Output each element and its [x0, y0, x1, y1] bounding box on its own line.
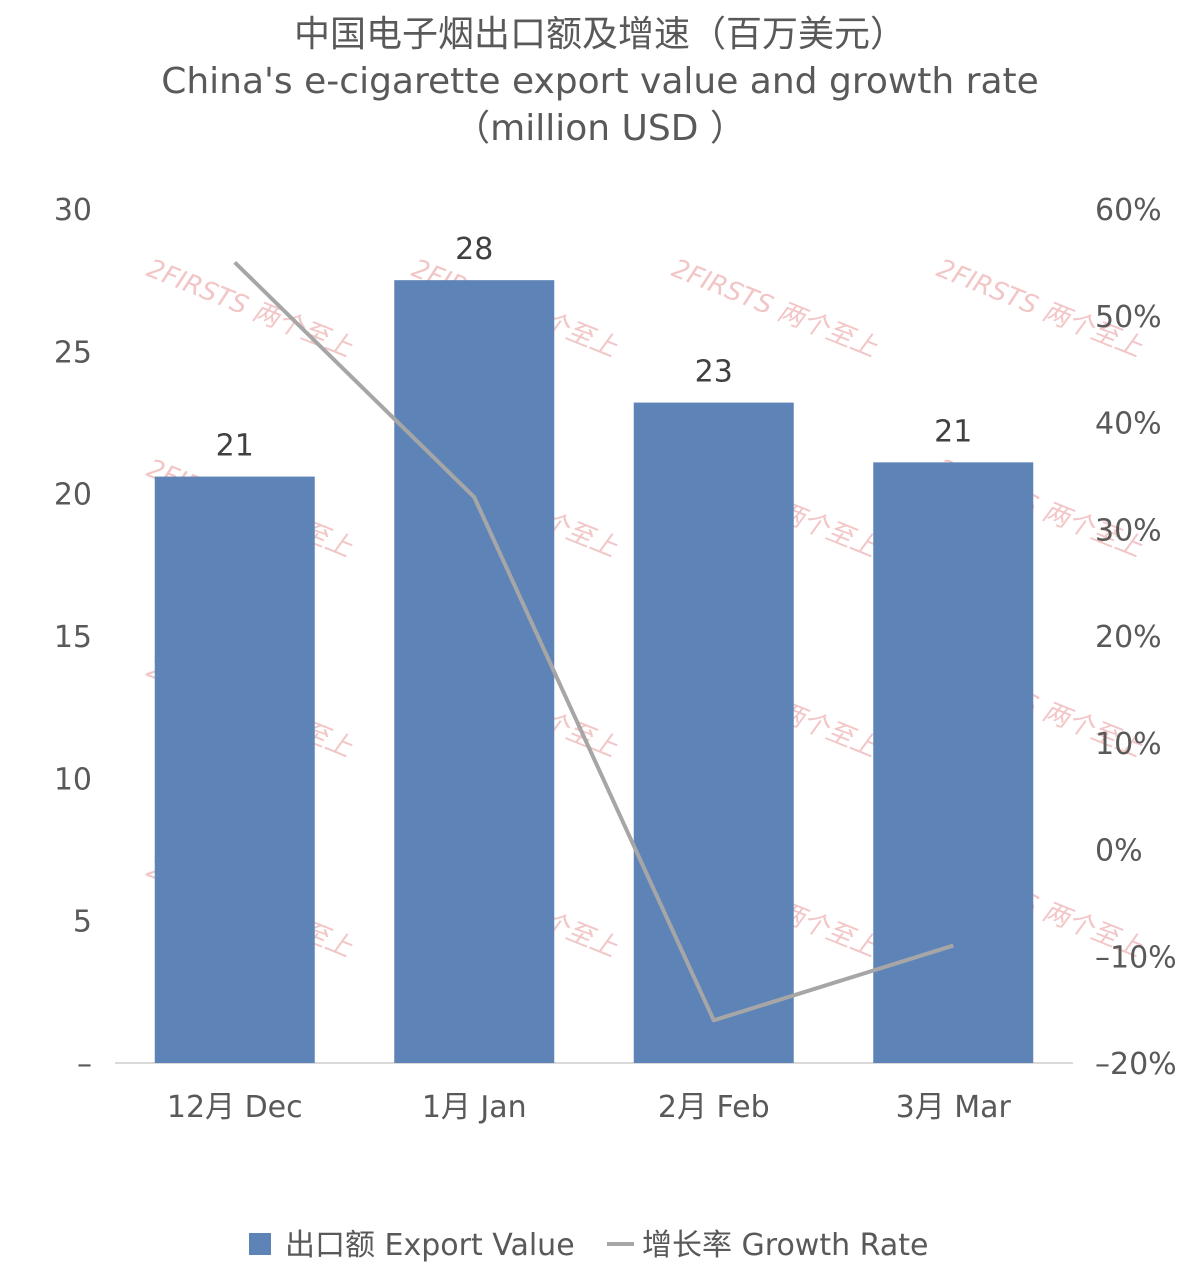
bar	[394, 280, 555, 1064]
x-axis-tick-label: 12月 Dec	[167, 1090, 303, 1125]
bar	[873, 462, 1034, 1063]
left-axis-tick-label: 15	[54, 620, 92, 655]
bar-data-label: 21	[934, 414, 972, 449]
right-axis-tick-label: 10%	[1095, 727, 1162, 762]
left-axis-tick-label: –	[77, 1047, 92, 1082]
legend-bar-swatch	[249, 1233, 271, 1255]
right-axis-tick-label: –10%	[1095, 940, 1177, 975]
data-labels: 21 28 23 21	[216, 232, 973, 463]
right-axis-tick-label: 0%	[1095, 834, 1143, 869]
line-series	[233, 260, 954, 1023]
x-axis-tick-label: 2月 Feb	[658, 1090, 770, 1125]
legend-bar-label: 出口额 Export Value	[285, 1228, 575, 1263]
x-axis-tick-label: 1月 Jan	[422, 1090, 527, 1125]
watermark-text: 2FIRSTS 两个至上	[667, 254, 882, 364]
right-axis-tick-label: 30%	[1095, 513, 1162, 548]
chart-subtitle: China's e-cigarette export value and gro…	[161, 61, 1039, 102]
left-axis-tick-label: 5	[73, 905, 92, 940]
left-axis-tick-label: 25	[54, 335, 92, 370]
bar-data-label: 21	[216, 429, 254, 464]
watermark-text: 2FIRSTS 两个至上	[142, 254, 357, 364]
bar-series	[154, 280, 1034, 1064]
legend-line-label: 增长率 Growth Rate	[642, 1228, 928, 1263]
x-axis-ticks: 12月 Dec 1月 Jan 2月 Feb 3月 Mar	[167, 1090, 1012, 1125]
bar-data-label: 28	[455, 232, 493, 267]
right-axis-tick-label: 50%	[1095, 300, 1162, 335]
left-axis-tick-label: 10	[54, 762, 92, 797]
right-axis-tick-label: 40%	[1095, 407, 1162, 442]
legend: 出口额 Export Value 增长率 Growth Rate	[249, 1228, 928, 1263]
left-axis-tick-label: 20	[54, 478, 92, 513]
x-axis-tick-label: 3月 Mar	[896, 1090, 1012, 1125]
left-axis-tick-label: 30	[54, 193, 92, 228]
growth-rate-line	[233, 260, 954, 1023]
right-axis-tick-label: 60%	[1095, 193, 1162, 228]
right-axis-tick-label: 20%	[1095, 620, 1162, 655]
bar-data-label: 23	[695, 355, 733, 390]
left-axis: – 5 10 15 20 25 30	[54, 193, 92, 1082]
bar	[633, 402, 794, 1063]
chart-subtitle-unit: （million USD ）	[454, 108, 746, 149]
right-axis-tick-label: –20%	[1095, 1047, 1177, 1082]
right-axis: –20% –10% 0% 10% 20% 30% 40% 50% 60%	[1095, 193, 1177, 1082]
chart-title: 中国电子烟出口额及增速（百万美元）	[294, 14, 906, 55]
bar	[154, 476, 315, 1063]
